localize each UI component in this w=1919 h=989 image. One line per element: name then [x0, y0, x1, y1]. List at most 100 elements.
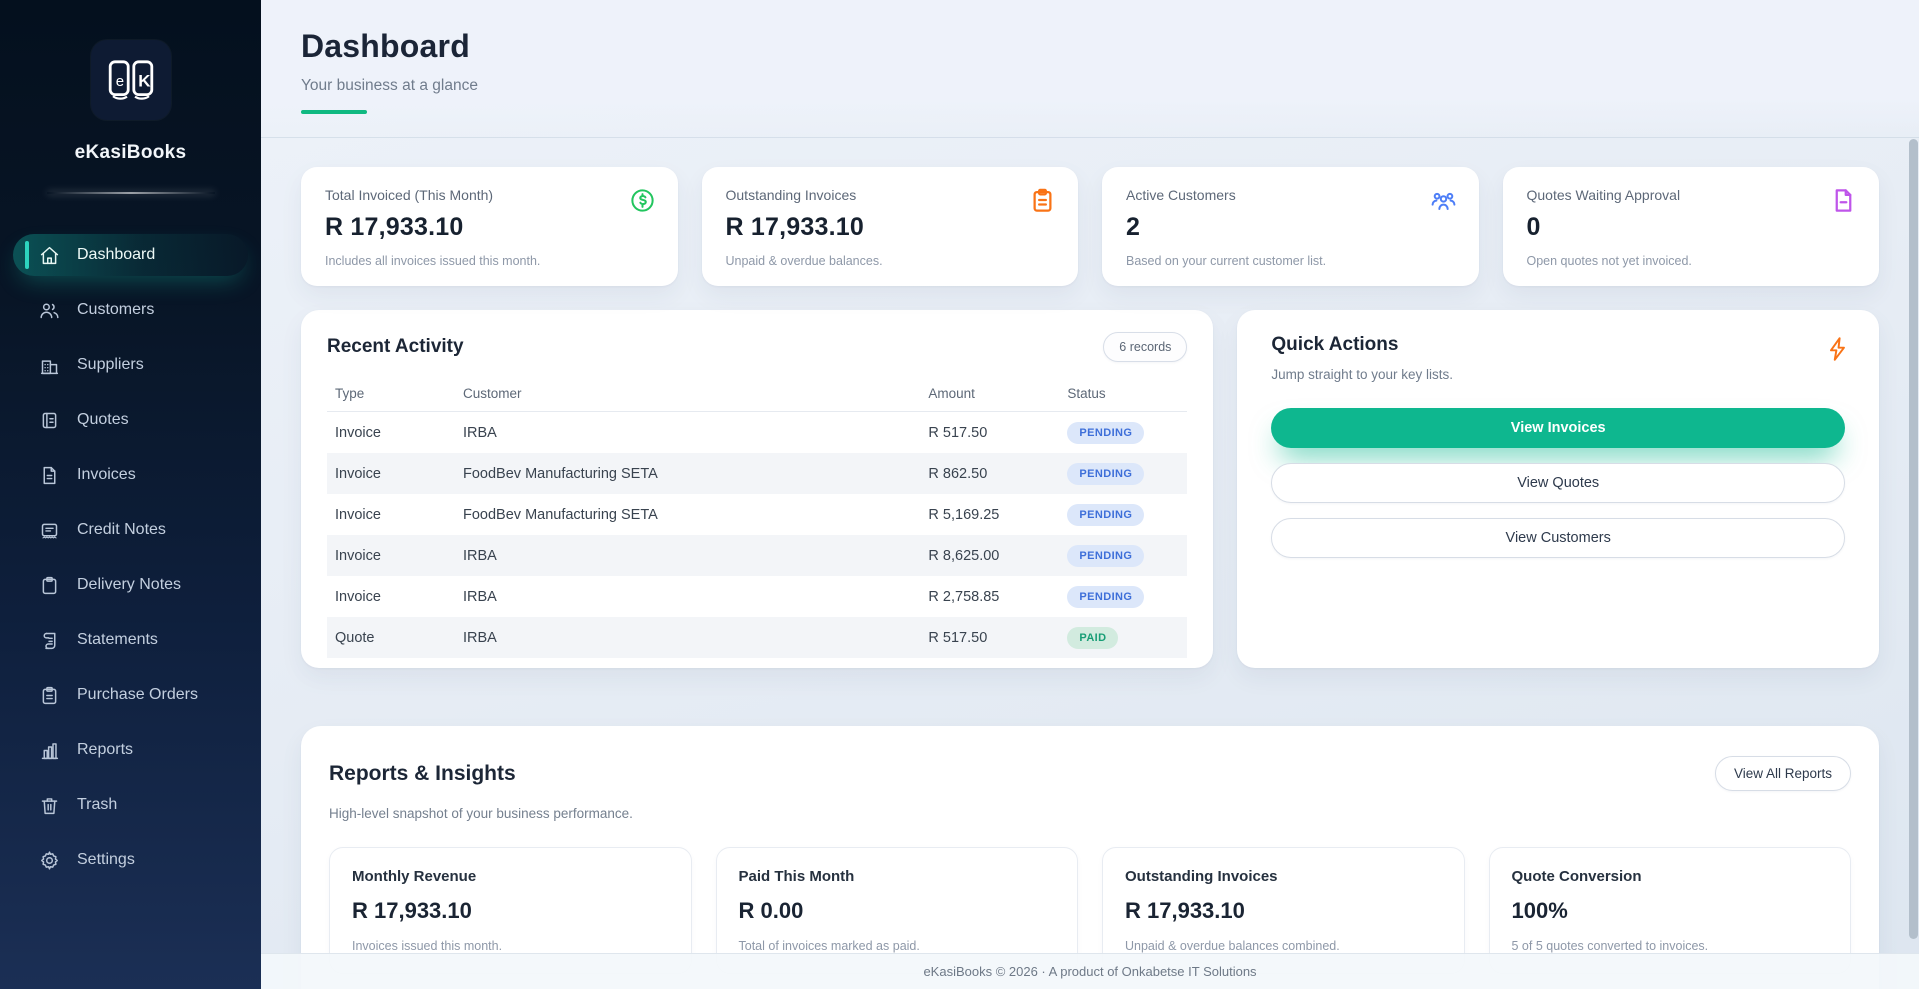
- cell-type: Invoice: [335, 424, 381, 441]
- reports-header: Reports & Insights View All Reports: [329, 756, 1851, 791]
- open-book-logo-icon: e K: [107, 59, 155, 101]
- status-badge: PENDING: [1067, 462, 1145, 485]
- stat-value: 2: [1126, 213, 1141, 241]
- report-card-monthly-revenue: Monthly Revenue R 17,933.10 Invoices iss…: [329, 847, 692, 974]
- report-card-label: Paid This Month: [738, 868, 855, 885]
- table-row[interactable]: Invoice IRBA R 8,625.00 PENDING: [327, 535, 1188, 576]
- sidebar-item-customers[interactable]: Customers: [13, 289, 248, 331]
- table-row[interactable]: Invoice FoodBev Manufacturing SETA R 862…: [327, 453, 1188, 494]
- clipboard-list-icon: [39, 685, 60, 706]
- cell-amount: R 517.50: [928, 629, 988, 646]
- report-card-paid-this-month: Paid This Month R 0.00 Total of invoices…: [715, 847, 1078, 974]
- stat-cards-row: Total Invoiced (This Month) R 17,933.10 …: [301, 167, 1879, 286]
- quick-actions-title: Quick Actions: [1271, 334, 1399, 355]
- sidebar-item-label: Invoices: [77, 466, 136, 483]
- title-accent-bar: [301, 110, 367, 114]
- stat-label: Active Customers: [1126, 187, 1236, 203]
- scrollbar-track[interactable]: [1908, 137, 1918, 989]
- recent-activity-header: Recent Activity 6 records: [327, 332, 1188, 362]
- cell-type: Invoice: [335, 588, 381, 605]
- scroll-icon: [39, 630, 60, 651]
- stat-subtitle: Open quotes not yet invoiced.: [1526, 254, 1692, 268]
- cell-status: PENDING: [1067, 462, 1179, 485]
- cell-type: Invoice: [335, 506, 381, 523]
- sidebar-item-credit-notes[interactable]: Credit Notes: [13, 509, 248, 551]
- report-card-subtitle: Unpaid & overdue balances combined.: [1125, 939, 1340, 953]
- building-icon: [39, 355, 60, 376]
- users-group-icon: [1430, 187, 1457, 214]
- report-card-label: Quote Conversion: [1511, 868, 1642, 885]
- report-card-label: Outstanding Invoices: [1125, 868, 1278, 885]
- cell-amount: R 862.50: [928, 465, 988, 482]
- stat-card-active-customers: Active Customers 2 Based on your current…: [1102, 167, 1479, 286]
- table-row[interactable]: Invoice IRBA R 2,758.85 PENDING: [327, 576, 1187, 617]
- sidebar-item-suppliers[interactable]: Suppliers: [13, 344, 248, 386]
- sidebar-item-label: Suppliers: [77, 356, 144, 373]
- lightning-icon: [1825, 336, 1851, 362]
- stat-value: R 17,933.10: [725, 213, 864, 241]
- sidebar-item-reports[interactable]: Reports: [13, 729, 248, 771]
- cell-status: PENDING: [1067, 503, 1179, 526]
- cell-status: PAID: [1067, 626, 1179, 649]
- table-row[interactable]: Invoice IRBA R 517.50 PENDING: [327, 412, 1187, 453]
- reports-insights-panel: Reports & Insights View All Reports High…: [301, 726, 1879, 989]
- app-name: eKasiBooks: [74, 142, 187, 163]
- view-quotes-button[interactable]: View Quotes: [1271, 463, 1845, 503]
- report-card-outstanding-invoices: Outstanding Invoices R 17,933.10 Unpaid …: [1102, 847, 1465, 974]
- view-all-reports-button[interactable]: View All Reports: [1714, 756, 1851, 791]
- sidebar-item-label: Customers: [77, 301, 155, 318]
- clipboard-icon: [1029, 187, 1056, 214]
- sidebar-item-delivery-notes[interactable]: Delivery Notes: [13, 564, 248, 606]
- quick-action-buttons: View Invoices View Quotes View Customers: [1271, 408, 1845, 558]
- table-row[interactable]: Quote IRBA R 517.50 PAID: [327, 617, 1188, 658]
- sidebar-item-trash[interactable]: Trash: [13, 784, 248, 826]
- stat-label: Outstanding Invoices: [725, 187, 857, 203]
- invoice-file-icon: [39, 465, 60, 486]
- cell-amount: R 5,169.25: [928, 506, 1000, 523]
- sidebar-item-dashboard[interactable]: Dashboard: [13, 234, 248, 276]
- stat-value: 0: [1526, 213, 1541, 241]
- cell-customer: FoodBev Manufacturing SETA: [463, 506, 658, 523]
- cell-customer: IRBA: [463, 629, 497, 646]
- app-logo: e K: [90, 40, 171, 120]
- sidebar-item-label: Purchase Orders: [77, 686, 198, 703]
- report-card-value: 100%: [1511, 898, 1568, 923]
- activity-table-header: Type Customer Amount Status: [327, 376, 1188, 412]
- status-badge: PENDING: [1067, 421, 1145, 444]
- cell-type: Invoice: [335, 465, 381, 482]
- table-row[interactable]: Invoice FoodBev Manufacturing SETA R 5,1…: [327, 494, 1187, 535]
- middle-row: Recent Activity 6 records Type Customer …: [301, 310, 1879, 668]
- activity-table: Type Customer Amount Status Invoice IRBA…: [327, 376, 1188, 658]
- sidebar-item-label: Credit Notes: [77, 521, 166, 538]
- column-customer: Customer: [463, 386, 522, 401]
- recent-activity-title: Recent Activity: [327, 336, 464, 357]
- view-customers-button[interactable]: View Customers: [1271, 518, 1845, 558]
- users-icon: [39, 300, 60, 321]
- recent-activity-panel: Recent Activity 6 records Type Customer …: [301, 310, 1214, 668]
- sidebar-item-settings[interactable]: Settings: [13, 839, 248, 881]
- svg-text:e: e: [115, 73, 123, 90]
- page-subtitle: Your business at a glance: [301, 77, 478, 94]
- view-invoices-button[interactable]: View Invoices: [1271, 408, 1845, 448]
- report-card-subtitle: 5 of 5 quotes converted to invoices.: [1511, 939, 1709, 953]
- main-content: Dashboard Your business at a glance Tota…: [261, 0, 1919, 989]
- status-badge: PENDING: [1067, 503, 1145, 526]
- sidebar-item-invoices[interactable]: Invoices: [13, 454, 248, 496]
- scrollbar-thumb[interactable]: [1909, 139, 1918, 939]
- cell-customer: IRBA: [463, 588, 497, 605]
- reports-title: Reports & Insights: [329, 761, 516, 785]
- sidebar-item-purchase-orders[interactable]: Purchase Orders: [13, 674, 248, 716]
- report-cards-row: Monthly Revenue R 17,933.10 Invoices iss…: [329, 847, 1851, 974]
- stat-label: Quotes Waiting Approval: [1526, 187, 1681, 203]
- records-count-badge: 6 records: [1103, 332, 1188, 362]
- svg-text:K: K: [138, 72, 151, 91]
- page-title: Dashboard: [301, 28, 470, 64]
- report-card-value: R 17,933.10: [1125, 898, 1245, 923]
- cell-amount: R 8,625.00: [928, 547, 1000, 564]
- sidebar-item-label: Delivery Notes: [77, 576, 182, 593]
- sidebar: e K eKasiBooks Dashboard Customers Suppl…: [0, 0, 261, 989]
- sidebar-item-label: Trash: [77, 796, 118, 813]
- cell-type: Invoice: [335, 547, 381, 564]
- sidebar-item-quotes[interactable]: Quotes: [13, 399, 248, 441]
- sidebar-item-statements[interactable]: Statements: [13, 619, 248, 661]
